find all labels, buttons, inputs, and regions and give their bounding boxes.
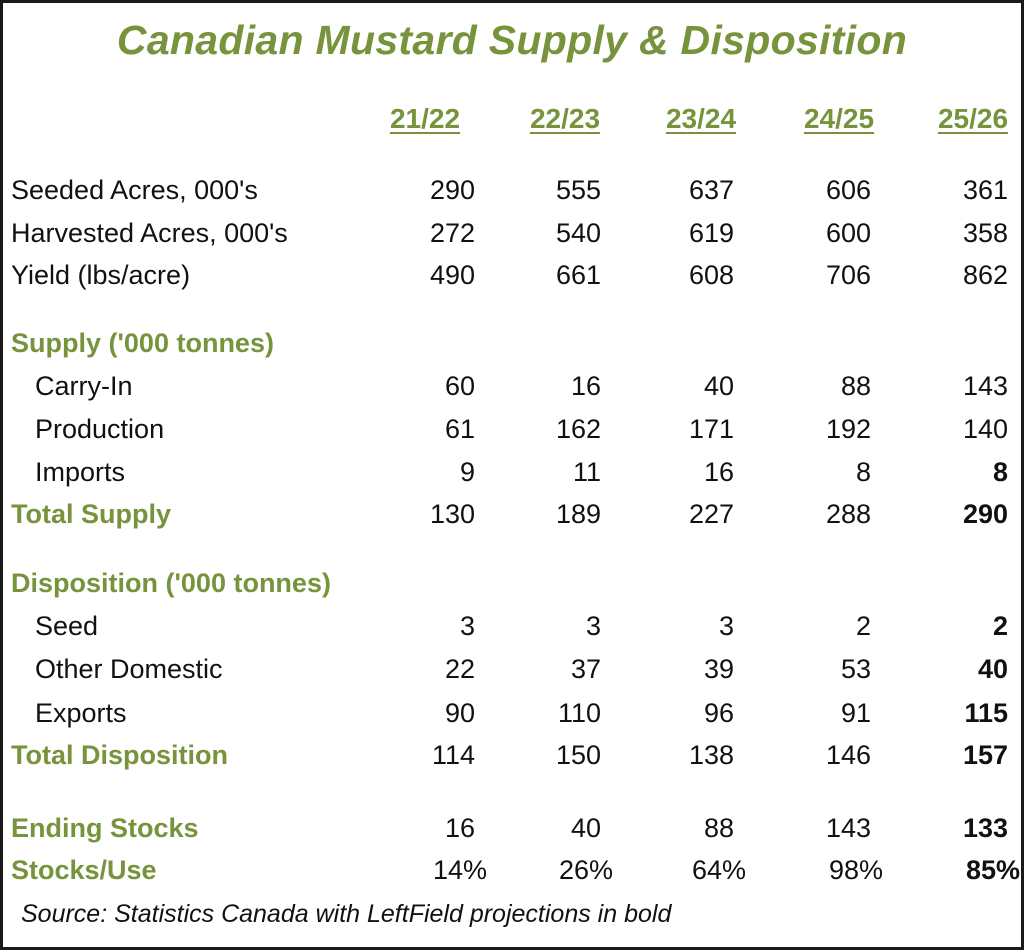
table-cell: 862 <box>962 260 1008 290</box>
column-header-23-24: 23/24 <box>665 103 737 134</box>
row-label: Harvested Acres, 000's <box>11 218 288 248</box>
table-cell: 138 <box>688 740 734 770</box>
table-title: Canadian Mustard Supply & Disposition <box>116 17 908 63</box>
row-label: Seed <box>35 611 99 641</box>
table-cell: 40 <box>703 371 734 401</box>
table-cell: 91 <box>840 698 871 728</box>
table-cell: 8 <box>992 457 1008 487</box>
source-note: Source: Statistics Canada with LeftField… <box>21 900 672 928</box>
column-header-24-25: 24/25 <box>803 103 875 134</box>
table-cell: 14% <box>432 855 487 885</box>
table-cell: 53 <box>840 654 871 684</box>
column-header-21-22: 21/22 <box>389 103 461 134</box>
row-label: Carry-In <box>35 371 133 401</box>
table-cell: 606 <box>825 175 871 205</box>
table-cell: 130 <box>429 499 475 529</box>
table-cell: 162 <box>555 414 601 444</box>
row-label: Ending Stocks <box>11 813 199 843</box>
table-cell: 358 <box>962 218 1008 248</box>
table-cell: 64% <box>691 855 746 885</box>
table-cell: 661 <box>555 260 601 290</box>
table-cell: 88 <box>703 813 734 843</box>
row-label: Yield (lbs/acre) <box>11 260 191 290</box>
table-cell: 189 <box>555 499 601 529</box>
row-label: Exports <box>35 698 127 728</box>
table-cell: 39 <box>703 654 734 684</box>
table-cell: 619 <box>688 218 734 248</box>
table-cell: 171 <box>688 414 734 444</box>
row-label: Total Disposition <box>11 740 228 770</box>
table-cell: 361 <box>962 175 1008 205</box>
table-cell: 8 <box>855 457 871 487</box>
table-cell: 227 <box>688 499 734 529</box>
row-label: Imports <box>35 457 126 487</box>
row-label: Production <box>35 414 165 444</box>
table-cell: 150 <box>555 740 601 770</box>
table-cell: 3 <box>585 611 601 641</box>
table-cell: 555 <box>555 175 601 205</box>
table-cell: 16 <box>444 813 475 843</box>
row-label: Supply ('000 tonnes) <box>11 328 274 358</box>
table-cell: 290 <box>429 175 475 205</box>
table-cell: 133 <box>962 813 1008 843</box>
row-label: Disposition ('000 tonnes) <box>11 568 331 598</box>
table-cell: 140 <box>962 414 1008 444</box>
row-label: Total Supply <box>11 499 171 529</box>
table-cell: 146 <box>825 740 871 770</box>
table-cell: 98% <box>828 855 883 885</box>
table-cell: 96 <box>703 698 734 728</box>
table-cell: 3 <box>459 611 475 641</box>
table-cell: 157 <box>962 740 1008 770</box>
table-cell: 637 <box>688 175 734 205</box>
table-cell: 11 <box>572 457 601 487</box>
table-cell: 60 <box>444 371 475 401</box>
table-cell: 26% <box>558 855 613 885</box>
table-cell: 143 <box>825 813 871 843</box>
column-header-25-26: 25/26 <box>937 103 1009 134</box>
table-cell: 288 <box>825 499 871 529</box>
row-label: Other Domestic <box>35 654 223 684</box>
table-cell: 2 <box>992 611 1008 641</box>
row-label: Seeded Acres, 000's <box>11 175 258 205</box>
table-cell: 40 <box>570 813 601 843</box>
table-cell: 3 <box>718 611 734 641</box>
table-cell: 16 <box>570 371 601 401</box>
table-cell: 85% <box>965 855 1020 885</box>
table-cell: 16 <box>703 457 734 487</box>
table-cell: 608 <box>688 260 734 290</box>
table-cell: 115 <box>964 698 1008 728</box>
table-cell: 2 <box>855 611 871 641</box>
table-cell: 9 <box>459 457 475 487</box>
table-cell: 290 <box>962 499 1008 529</box>
table-cell: 272 <box>429 218 475 248</box>
table-cell: 114 <box>431 740 475 770</box>
table-cell: 490 <box>429 260 475 290</box>
table-cell: 40 <box>977 654 1008 684</box>
table-cell: 110 <box>557 698 601 728</box>
table-cell: 22 <box>444 654 475 684</box>
table-cell: 600 <box>825 218 871 248</box>
table-cell: 37 <box>570 654 601 684</box>
row-label: Stocks/Use <box>11 855 157 885</box>
table-cell: 540 <box>555 218 601 248</box>
table-cell: 88 <box>840 371 871 401</box>
table-cell: 143 <box>962 371 1008 401</box>
table-cell: 706 <box>825 260 871 290</box>
column-header-22-23: 22/23 <box>529 103 601 134</box>
table-cell: 61 <box>444 414 475 444</box>
table-cell: 90 <box>444 698 475 728</box>
table-cell: 192 <box>825 414 871 444</box>
